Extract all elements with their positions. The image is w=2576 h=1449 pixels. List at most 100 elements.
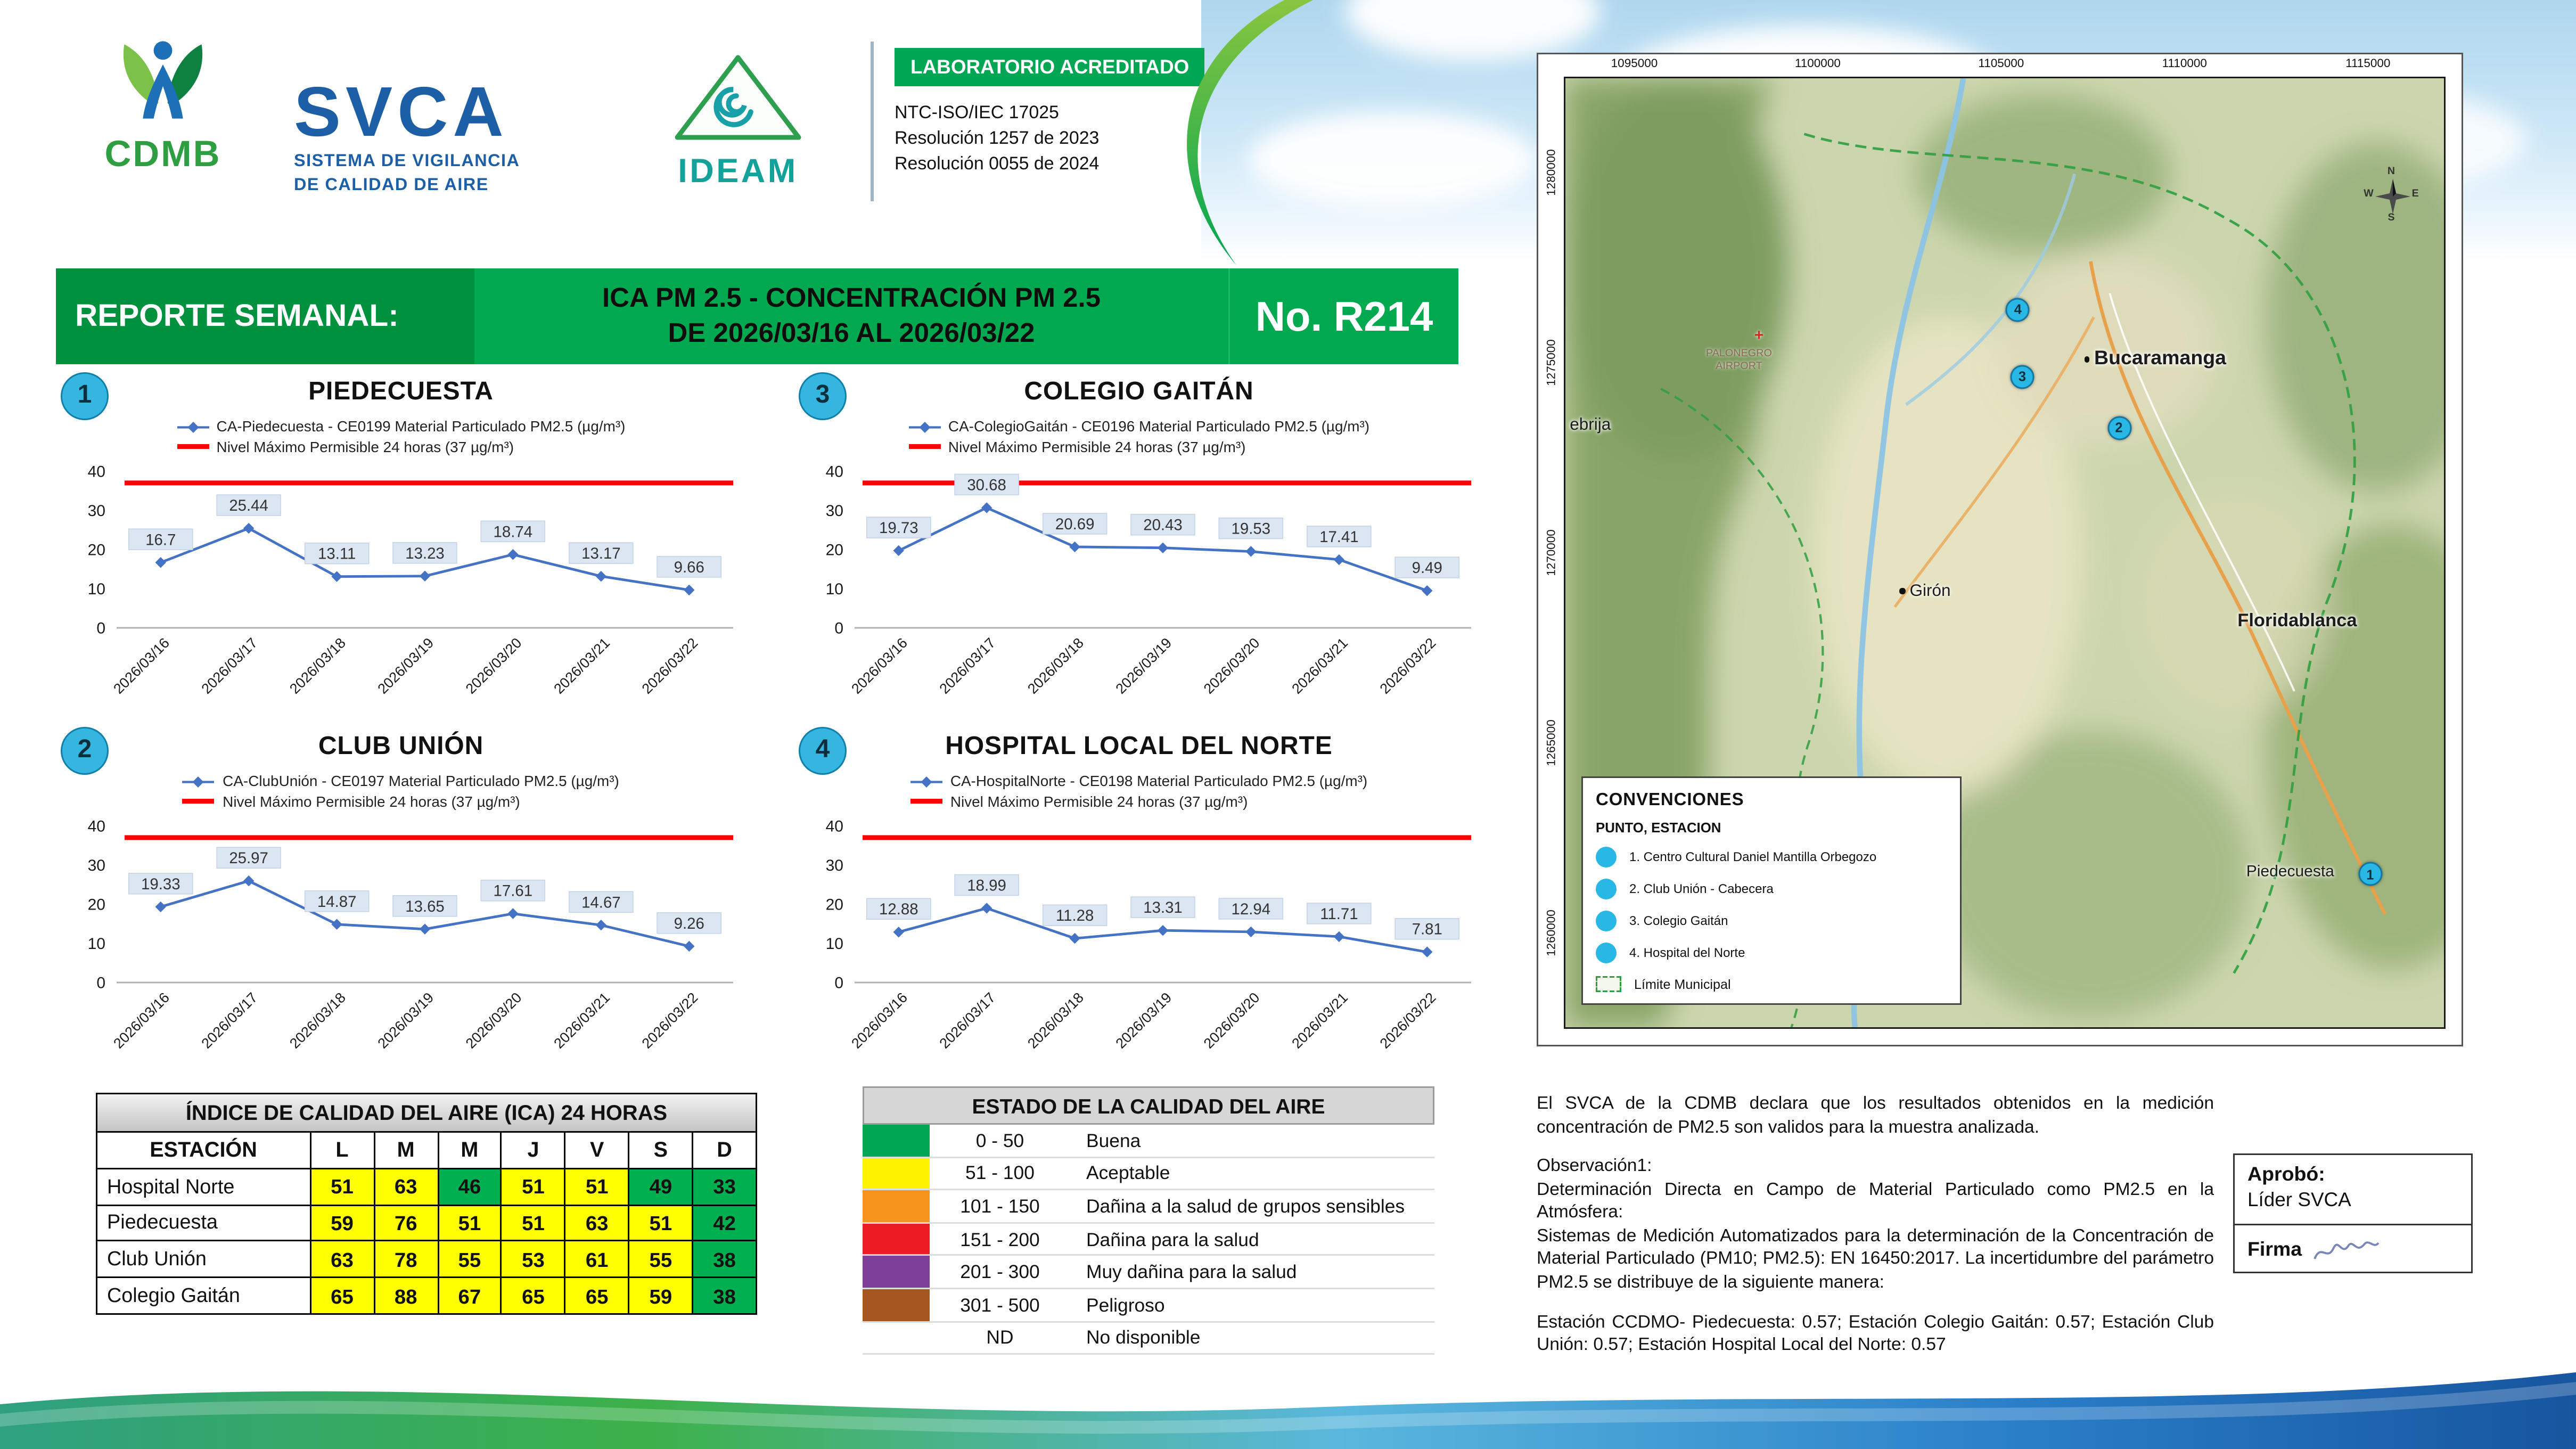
map-coordinate-left: 1265000 — [1543, 719, 1557, 767]
svca-logo: SVCA SISTEMA DE VIGILANCIA DE CALIDAD DE… — [294, 73, 621, 195]
svg-text:40: 40 — [826, 463, 843, 481]
map-image: Bucaramanga Girón Floridablanca Piedecuesta… — [1564, 77, 2446, 1029]
limit-line-icon — [910, 799, 942, 804]
compass-s: S — [2388, 211, 2395, 223]
air-quality-legend: ESTADO DE LA CALIDAD DEL AIRE 0 - 50 Bue… — [863, 1086, 1434, 1355]
svg-text:2026/03/16: 2026/03/16 — [848, 635, 910, 697]
ica-value-cell: 33 — [692, 1167, 757, 1206]
ica-table-row: Colegio Gaitán 65 88 67 65 65 59 38 — [96, 1276, 757, 1315]
ica-station-name: Hospital Norte — [96, 1167, 311, 1206]
airport-label: PALONEGRO AIRPORT — [1706, 349, 1772, 374]
svg-text:30: 30 — [826, 857, 843, 874]
accreditation-lines: NTC-ISO/IEC 17025 Resolución 1257 de 2023… — [895, 101, 1214, 177]
map-legend-item-label: 4. Hospital del Norte — [1629, 946, 1745, 960]
svg-text:2026/03/19: 2026/03/19 — [374, 635, 437, 697]
station-number-badge: 2 — [61, 727, 109, 775]
map-station-marker: 1 — [2358, 862, 2382, 887]
quality-color-swatch — [863, 1157, 930, 1191]
quality-legend-row: 51 - 100 Aceptable — [863, 1157, 1434, 1191]
svg-text:7.81: 7.81 — [1412, 921, 1442, 938]
station-number: 1 — [77, 382, 92, 409]
map-top-coordinates: 1095000 1100000 1105000 1110000 1115000 — [1564, 56, 2446, 73]
map-coordinate-left: 1270000 — [1543, 529, 1557, 576]
map-place-label: Floridablanca — [2237, 612, 2357, 632]
quality-label: Buena — [1070, 1125, 1434, 1158]
ica-value-cell: 51 — [437, 1204, 503, 1242]
quality-legend-row: 101 - 150 Dañina a la salud de grupos se… — [863, 1190, 1434, 1224]
svg-text:2026/03/21: 2026/03/21 — [1289, 635, 1351, 697]
ica-table: ÍNDICE DE CALIDAD DEL AIRE (ICA) 24 HORA… — [96, 1093, 757, 1315]
series-label: CA-ColegioGaitán - CE0196 Material Parti… — [948, 419, 1370, 435]
signature-label: Firma — [2247, 1238, 2302, 1260]
ica-day-header: J — [501, 1131, 566, 1169]
svg-text:0: 0 — [834, 975, 843, 992]
svg-text:2026/03/22: 2026/03/22 — [1377, 989, 1439, 1052]
observation-body: Determinación Directa en Campo de Materi… — [1537, 1180, 2214, 1223]
municipal-boundary-row: Límite Municipal — [1596, 976, 1947, 992]
map-legend-title: CONVENCIONES — [1596, 791, 1744, 810]
ica-station-header: ESTACIÓN — [96, 1131, 311, 1169]
ica-day-header: D — [692, 1131, 757, 1169]
svg-text:0: 0 — [96, 975, 105, 992]
chart-legend: CA-ColegioGaitán - CE0196 Material Parti… — [908, 417, 1369, 457]
quality-range: 151 - 200 — [930, 1222, 1070, 1257]
chart-hospital-norte: 4 HOSPITAL LOCAL DEL NORTE CA-HospitalNo… — [786, 727, 1492, 1066]
quality-color-swatch — [863, 1222, 930, 1257]
compass-e: E — [2411, 189, 2419, 200]
quality-legend-title: ESTADO DE LA CALIDAD DEL AIRE — [863, 1086, 1434, 1125]
ica-value-cell: 38 — [692, 1276, 757, 1315]
ica-day-header: S — [628, 1131, 694, 1169]
ica-table-row: Piedecuesta 59 76 51 51 63 51 42 — [96, 1204, 757, 1242]
chart-plot: 0 10 20 30 40 19.73 30.68 20.69 20.43 19.53 17.41 9… — [826, 463, 1471, 697]
quality-color-swatch — [863, 1190, 930, 1224]
ica-value-cell: 63 — [309, 1240, 375, 1279]
method-text: Sistemas de Medición Automatizados para … — [1537, 1226, 2214, 1292]
map-coordinate-left: 1280000 — [1543, 148, 1557, 195]
svg-text:2026/03/17: 2026/03/17 — [199, 635, 261, 697]
station-number-badge: 1 — [61, 372, 109, 420]
svg-text:2026/03/21: 2026/03/21 — [1289, 989, 1351, 1052]
observation-title: Observación1: — [1537, 1157, 1652, 1176]
svca-title: SVCA — [294, 73, 508, 152]
ica-table-row: Hospital Norte 51 63 46 51 51 49 33 — [96, 1167, 757, 1206]
station-dot-icon — [1596, 943, 1617, 963]
svg-text:20.69: 20.69 — [1055, 515, 1095, 533]
compass-w: W — [2364, 189, 2374, 200]
cloud-decoration — [1249, 112, 1537, 208]
svg-text:10: 10 — [88, 935, 105, 953]
airport-icon: + — [1754, 328, 1764, 346]
quality-color-swatch — [863, 1321, 930, 1355]
svg-text:0: 0 — [96, 620, 105, 637]
ica-value-cell: 38 — [692, 1240, 757, 1279]
map-station-marker: 3 — [2010, 364, 2034, 389]
svg-text:2026/03/16: 2026/03/16 — [110, 635, 173, 697]
quality-legend-row: 201 - 300 Muy dañina para la salud — [863, 1255, 1434, 1289]
header-divider — [871, 42, 873, 201]
ica-value-cell: 78 — [373, 1240, 439, 1279]
cdmb-logo-text: CDMB — [104, 133, 221, 174]
footer-wave — [0, 1372, 2576, 1449]
svg-text:2026/03/16: 2026/03/16 — [110, 989, 173, 1052]
svg-text:9.49: 9.49 — [1412, 559, 1442, 577]
ica-day-header: M — [373, 1131, 439, 1169]
ica-value-cell: 59 — [628, 1276, 694, 1315]
chart-legend: CA-HospitalNorte - CE0198 Material Parti… — [910, 772, 1367, 812]
cdmb-logo-icon — [123, 41, 203, 119]
ica-value-cell: 51 — [309, 1167, 375, 1206]
airport-label-line1: PALONEGRO — [1706, 348, 1772, 360]
quality-legend-row: 0 - 50 Buena — [863, 1125, 1434, 1158]
ideam-logo-icon — [675, 55, 801, 140]
svg-text:2026/03/18: 2026/03/18 — [1024, 989, 1087, 1052]
svg-text:9.26: 9.26 — [674, 915, 704, 932]
series-marker-icon — [910, 776, 942, 788]
svg-text:2026/03/16: 2026/03/16 — [848, 989, 910, 1052]
chart-plot: 0 10 20 30 40 16.7 25.44 13.11 13.23 18.74 13.17 9.… — [88, 463, 733, 697]
ica-value-cell: 49 — [628, 1167, 694, 1206]
notes-block: El SVCA de la CDMB declara que los resul… — [1537, 1093, 2214, 1373]
ica-value-cell: 55 — [628, 1240, 694, 1279]
map-station-marker: 4 — [2006, 298, 2030, 322]
ica-value-cell: 55 — [437, 1240, 503, 1279]
svg-text:30.68: 30.68 — [967, 477, 1006, 494]
chart-piedecuesta: 1 PIEDECUESTA CA-Piedecuesta - CE0199 Ma… — [48, 372, 754, 711]
svg-text:2026/03/19: 2026/03/19 — [374, 989, 437, 1052]
